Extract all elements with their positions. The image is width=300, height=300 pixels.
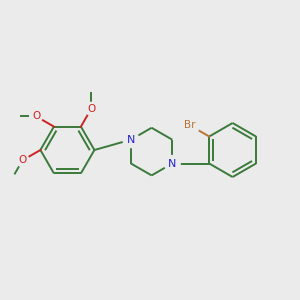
Text: O: O <box>18 155 27 165</box>
Circle shape <box>123 132 139 148</box>
Circle shape <box>164 156 180 171</box>
Circle shape <box>30 110 42 123</box>
Text: O: O <box>87 104 95 114</box>
Text: Br: Br <box>184 120 196 130</box>
Circle shape <box>180 116 200 135</box>
Text: N: N <box>168 158 176 169</box>
Text: N: N <box>127 135 135 145</box>
Circle shape <box>85 102 98 115</box>
Text: O: O <box>32 111 40 121</box>
Circle shape <box>16 154 29 167</box>
